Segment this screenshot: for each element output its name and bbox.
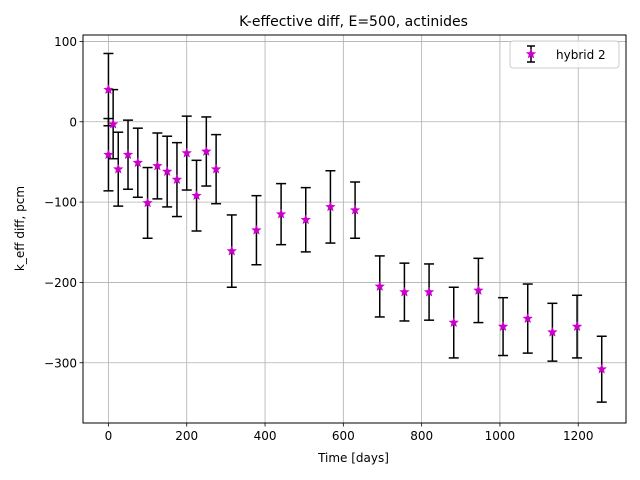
x-tick-label: 200 — [175, 429, 198, 443]
star-marker — [162, 166, 173, 176]
star-marker — [374, 281, 385, 291]
legend-box — [509, 40, 620, 69]
grid — [83, 35, 626, 423]
x-tick-label: 800 — [410, 429, 433, 443]
star-marker — [210, 163, 222, 174]
star-marker — [448, 317, 459, 327]
legend-star-icon — [525, 48, 537, 59]
star-marker — [107, 118, 119, 129]
x-tick-label: 400 — [254, 429, 277, 443]
star-marker — [423, 286, 435, 297]
star-marker — [300, 214, 311, 225]
star-marker — [571, 321, 583, 331]
star-marker — [275, 208, 287, 219]
star-marker — [181, 147, 192, 158]
star-marker — [103, 84, 114, 95]
star-marker — [171, 174, 183, 184]
plot-frame — [82, 34, 627, 424]
star-marker — [132, 157, 143, 168]
legend: hybrid 2 — [509, 40, 620, 69]
y-tick-label: −100 — [44, 196, 77, 210]
y-tick-label: −200 — [44, 276, 77, 290]
star-marker — [152, 160, 163, 171]
star-marker — [226, 245, 237, 256]
star-marker — [113, 163, 124, 174]
star-marker — [596, 363, 607, 374]
x-tick-label: 1200 — [563, 429, 594, 443]
star-marker — [142, 197, 153, 208]
chart-title: K-effective diff, E=500, actinides — [239, 14, 468, 30]
star-marker — [191, 190, 202, 201]
star-marker — [349, 204, 361, 215]
x-tick-label: 600 — [332, 429, 355, 443]
y-axis-ticks: 100 0 −100 −200 −300 — [44, 35, 83, 370]
star-marker — [547, 326, 558, 337]
star-marker — [325, 201, 336, 212]
star-marker — [103, 149, 114, 160]
star-marker — [497, 321, 509, 331]
star-marker — [251, 224, 262, 235]
star-marker — [122, 149, 134, 160]
star-marker — [522, 313, 533, 323]
x-axis-label: Time [days] — [317, 451, 389, 465]
x-tick-label: 1000 — [485, 429, 516, 443]
y-tick-label: 100 — [54, 35, 77, 49]
y-tick-label: 0 — [69, 115, 77, 129]
y-tick-label: −300 — [44, 356, 77, 370]
star-marker — [399, 286, 410, 297]
y-axis-label: k_eff diff, pcm — [13, 186, 27, 271]
star-marker — [201, 146, 212, 156]
x-tick-label: 0 — [105, 429, 113, 443]
legend-label-hybrid-2: hybrid 2 — [556, 48, 606, 62]
star-marker — [473, 285, 484, 295]
data-markers — [103, 84, 607, 374]
x-axis-ticks: 0 200 400 600 800 1000 1200 — [105, 423, 594, 443]
